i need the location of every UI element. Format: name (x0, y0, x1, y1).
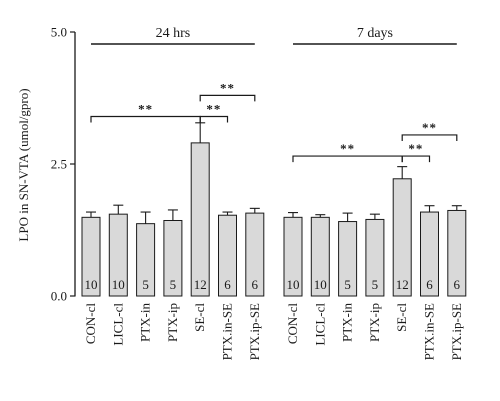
labels: 24 hrs 10 CON-cl 10 LICL-cl 5 PTX-in 5 PTX-ip 12 S… (83, 26, 464, 360)
sample-size-label: 12 (194, 277, 207, 292)
significance-bracket (90, 115, 201, 123)
significance-label: ** (220, 80, 235, 95)
x-tick-label: PTX-in (340, 303, 355, 343)
significance-label: ** (422, 120, 437, 135)
significance-bracket (401, 155, 431, 163)
x-tick-label: SE-cl (192, 303, 207, 332)
x-tick-label: CON-cl (285, 303, 300, 345)
sample-size-label: 5 (170, 277, 177, 292)
sample-size-label: 10 (287, 277, 300, 292)
sample-size-label: 10 (112, 277, 125, 292)
x-tick-label: PTX.in-SE (220, 303, 235, 360)
sample-size-label: 6 (252, 277, 259, 292)
sample-size-label: 6 (224, 277, 231, 292)
significance-bracket (401, 134, 458, 141)
bar (190, 142, 210, 297)
sample-size-label: 10 (85, 277, 98, 292)
x-tick-label: PTX.ip-SE (449, 303, 464, 360)
axes: 0.0 2.5 5.0 (51, 25, 76, 304)
sample-size-label: 6 (426, 277, 433, 292)
sample-size-label: 5 (344, 277, 351, 292)
sample-size-label: 5 (142, 277, 149, 292)
x-tick-label: PTX.ip-SE (247, 303, 262, 360)
x-tick-label: PTX-in (138, 303, 153, 343)
x-tick-label: LICL-cl (110, 303, 125, 346)
sample-size-label: 6 (454, 277, 461, 292)
group-label: 7 days (357, 26, 393, 41)
bars (81, 122, 467, 297)
x-tick-label: PTX-ip (367, 303, 382, 342)
x-tick-label: PTX-ip (165, 303, 180, 342)
x-tick-label: PTX.in-SE (422, 303, 437, 360)
x-tick-label: CON-cl (83, 303, 98, 345)
sample-size-label: 12 (396, 277, 409, 292)
significance-label: ** (340, 141, 355, 156)
significance-bracket (292, 155, 403, 163)
group-label: 24 hrs (156, 26, 191, 41)
significance-bracket (199, 94, 256, 102)
sample-size-label: 10 (314, 277, 327, 292)
significance-brackets: ** ** ** ** ** ** (90, 80, 458, 163)
y-tick-label: 5.0 (51, 25, 67, 40)
sample-size-label: 5 (372, 277, 379, 292)
y-axis-title: LPO in SN-VTA (umol/gpro) (16, 88, 31, 241)
x-tick-label: LICL-cl (312, 303, 327, 346)
significance-bracket (199, 115, 229, 123)
significance-label: ** (408, 141, 423, 156)
y-tick-label: 0.0 (51, 289, 67, 304)
significance-label: ** (138, 101, 153, 116)
x-tick-label: SE-cl (394, 303, 409, 332)
y-tick-label: 2.5 (51, 157, 67, 172)
significance-label: ** (206, 101, 221, 116)
